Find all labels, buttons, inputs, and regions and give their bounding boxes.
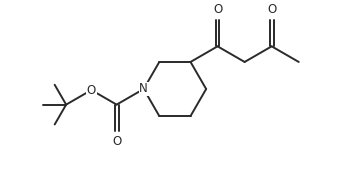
- Text: O: O: [267, 3, 276, 16]
- Text: O: O: [87, 83, 96, 96]
- Text: O: O: [213, 3, 222, 16]
- Text: N: N: [139, 82, 148, 96]
- Text: O: O: [112, 135, 121, 148]
